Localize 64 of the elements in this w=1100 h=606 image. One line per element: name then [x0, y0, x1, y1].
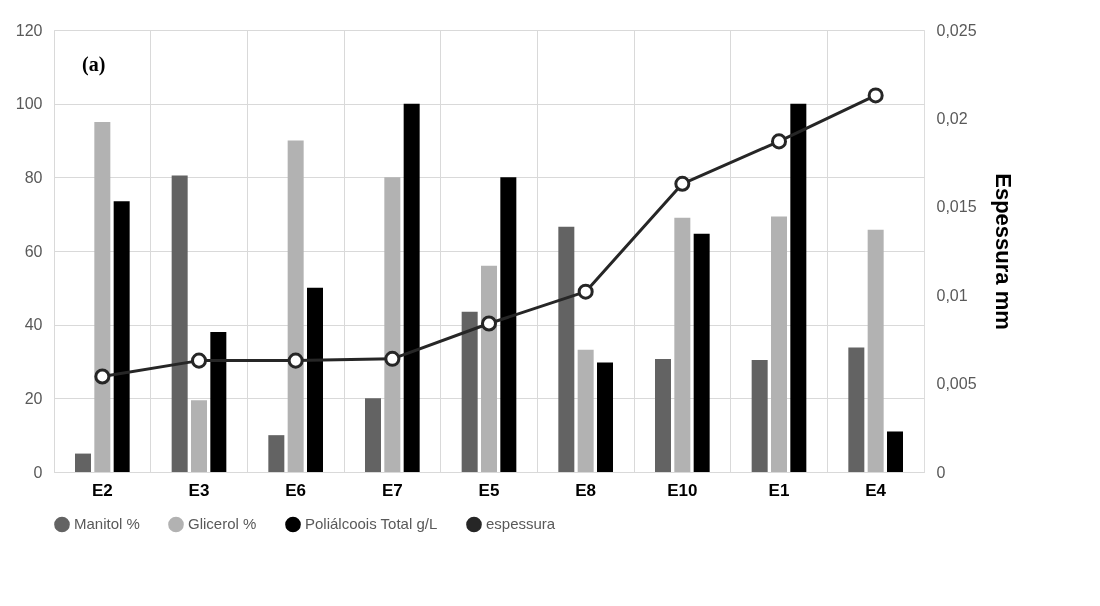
x-tick-label: E4: [865, 480, 887, 500]
legend-label: espessura: [486, 515, 556, 533]
y2-tick-label: 0,02: [936, 109, 968, 127]
x-tick-label: E5: [478, 480, 500, 500]
y-tick-label: 80: [24, 168, 43, 186]
x-tick-label: E8: [575, 480, 597, 500]
bar: [500, 177, 517, 472]
bar: [771, 216, 787, 472]
point: [287, 352, 304, 369]
x-tick-label: E3: [188, 480, 210, 500]
bar: [113, 201, 130, 472]
bar: [481, 265, 497, 472]
bar: [210, 332, 227, 472]
bar: [577, 349, 594, 472]
y2-tick-label: 0,01: [936, 286, 968, 304]
legend-label: Glicerol %: [188, 515, 257, 533]
y-tick-label: 40: [24, 316, 43, 334]
bar: [461, 311, 478, 472]
bar: [287, 140, 304, 472]
x-tick-label: E2: [91, 480, 113, 500]
point: [384, 350, 401, 367]
bar: [384, 177, 401, 472]
point: [94, 368, 111, 385]
y2-axis-title: Espessura mm: [990, 173, 1016, 330]
bar: [848, 347, 865, 472]
y2-tick-label: 0: [936, 463, 946, 481]
bar: [887, 431, 903, 472]
y-tick-label: 100: [15, 95, 43, 113]
bar: [558, 226, 575, 472]
point: [867, 87, 884, 104]
bar: [693, 233, 710, 472]
bar: [171, 175, 188, 472]
x-tick-label: E6: [285, 480, 307, 500]
bar: [751, 360, 768, 472]
x-tick-label: E1: [768, 480, 790, 500]
y-tick-label: 60: [24, 242, 43, 260]
bar: [307, 287, 323, 472]
y2-tick-label: 0,005: [936, 375, 977, 393]
bar: [75, 453, 91, 472]
legend-label: Manitol %: [74, 515, 140, 533]
bar: [597, 362, 613, 472]
bar: [365, 398, 381, 472]
bar: [268, 435, 285, 472]
annotation: (a): [82, 53, 106, 76]
y2-tick-label: 0,015: [936, 198, 977, 216]
y2-tick-label: 0,025: [936, 21, 977, 39]
y-tick-label: 0: [33, 463, 43, 481]
bar: [191, 400, 207, 472]
point: [190, 352, 208, 369]
bar: [867, 229, 884, 472]
legend-label: Poliálcoois Total g/L: [305, 515, 438, 533]
bar: [674, 217, 691, 472]
bar: [94, 122, 111, 472]
y-tick-label: 20: [24, 389, 43, 407]
bar: [403, 103, 420, 472]
x-tick-label: E10: [667, 480, 698, 500]
bar: [655, 358, 671, 472]
x-tick-label: E7: [381, 480, 403, 500]
point: [480, 315, 498, 332]
point: [770, 133, 788, 150]
point: [577, 283, 594, 300]
y-tick-label: 120: [15, 21, 43, 39]
bar: [790, 103, 807, 472]
point: [674, 175, 691, 192]
